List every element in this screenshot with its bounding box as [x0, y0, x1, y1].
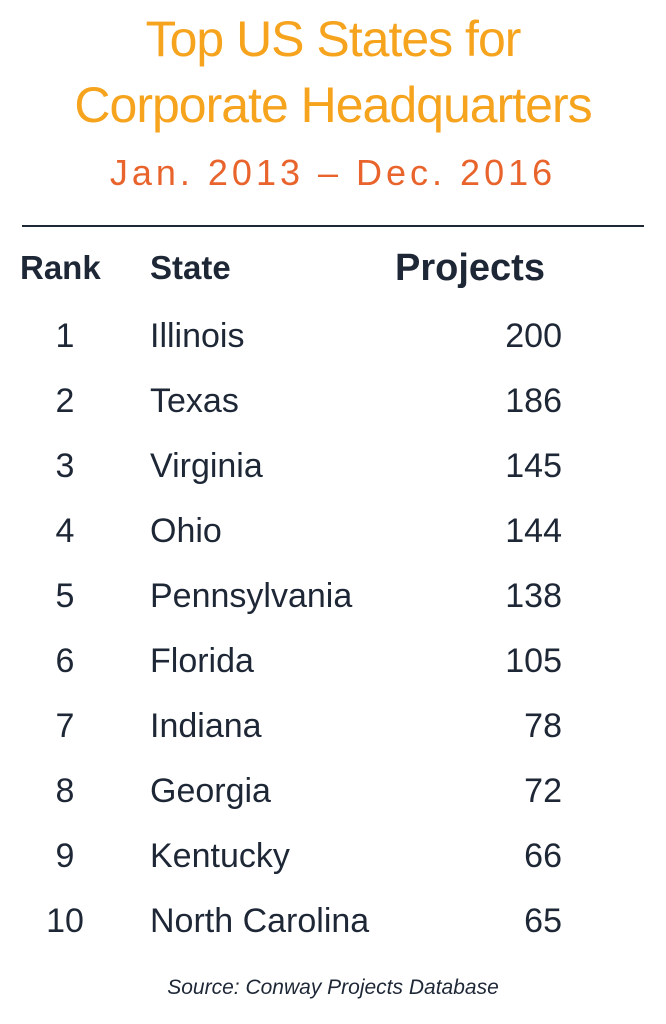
table-cell: 4 [55, 512, 75, 550]
table-cell: 200 [505, 317, 562, 355]
table-cell: Ohio [150, 512, 222, 550]
table-cell: 10 [46, 902, 84, 940]
divider [22, 225, 644, 227]
table-cell: 65 [524, 902, 562, 940]
table-cell: 5 [55, 577, 75, 615]
table-cell: Indiana [150, 707, 262, 745]
column-header: State [150, 249, 231, 286]
table-cell: 3 [55, 447, 75, 485]
table-cell: 186 [505, 382, 562, 420]
column-header: Rank [20, 249, 101, 286]
table-cell: 78 [524, 707, 562, 745]
table-cell: 72 [524, 772, 562, 810]
source: Source: Conway Projects Database [167, 976, 499, 999]
table-cell: Pennsylvania [150, 577, 353, 615]
table-cell: 144 [505, 512, 562, 550]
column-header: Projects [395, 247, 545, 289]
table-cell: 105 [505, 642, 562, 680]
table-cell: Georgia [150, 772, 271, 810]
table-cell: 145 [505, 447, 562, 485]
table-cell: 1 [55, 317, 75, 355]
title: Top US States for [145, 11, 522, 67]
table-cell: Illinois [150, 317, 245, 355]
table-cell: Florida [150, 642, 254, 680]
subtitle: Jan. 2013 – Dec. 2016 [109, 152, 557, 193]
table-cell: Texas [150, 382, 239, 420]
table-cell: Kentucky [150, 837, 290, 875]
table-cell: Virginia [150, 447, 263, 485]
table-cell: 6 [55, 642, 75, 680]
table-cell: 8 [55, 772, 75, 810]
table-cell: 66 [524, 837, 562, 875]
table-cell: 138 [505, 577, 562, 615]
table-cell: 7 [55, 707, 75, 745]
table-cell: 9 [55, 837, 75, 875]
table-cell: 2 [55, 382, 75, 420]
title: Corporate Headquarters [74, 77, 592, 133]
table-cell: North Carolina [150, 902, 370, 940]
